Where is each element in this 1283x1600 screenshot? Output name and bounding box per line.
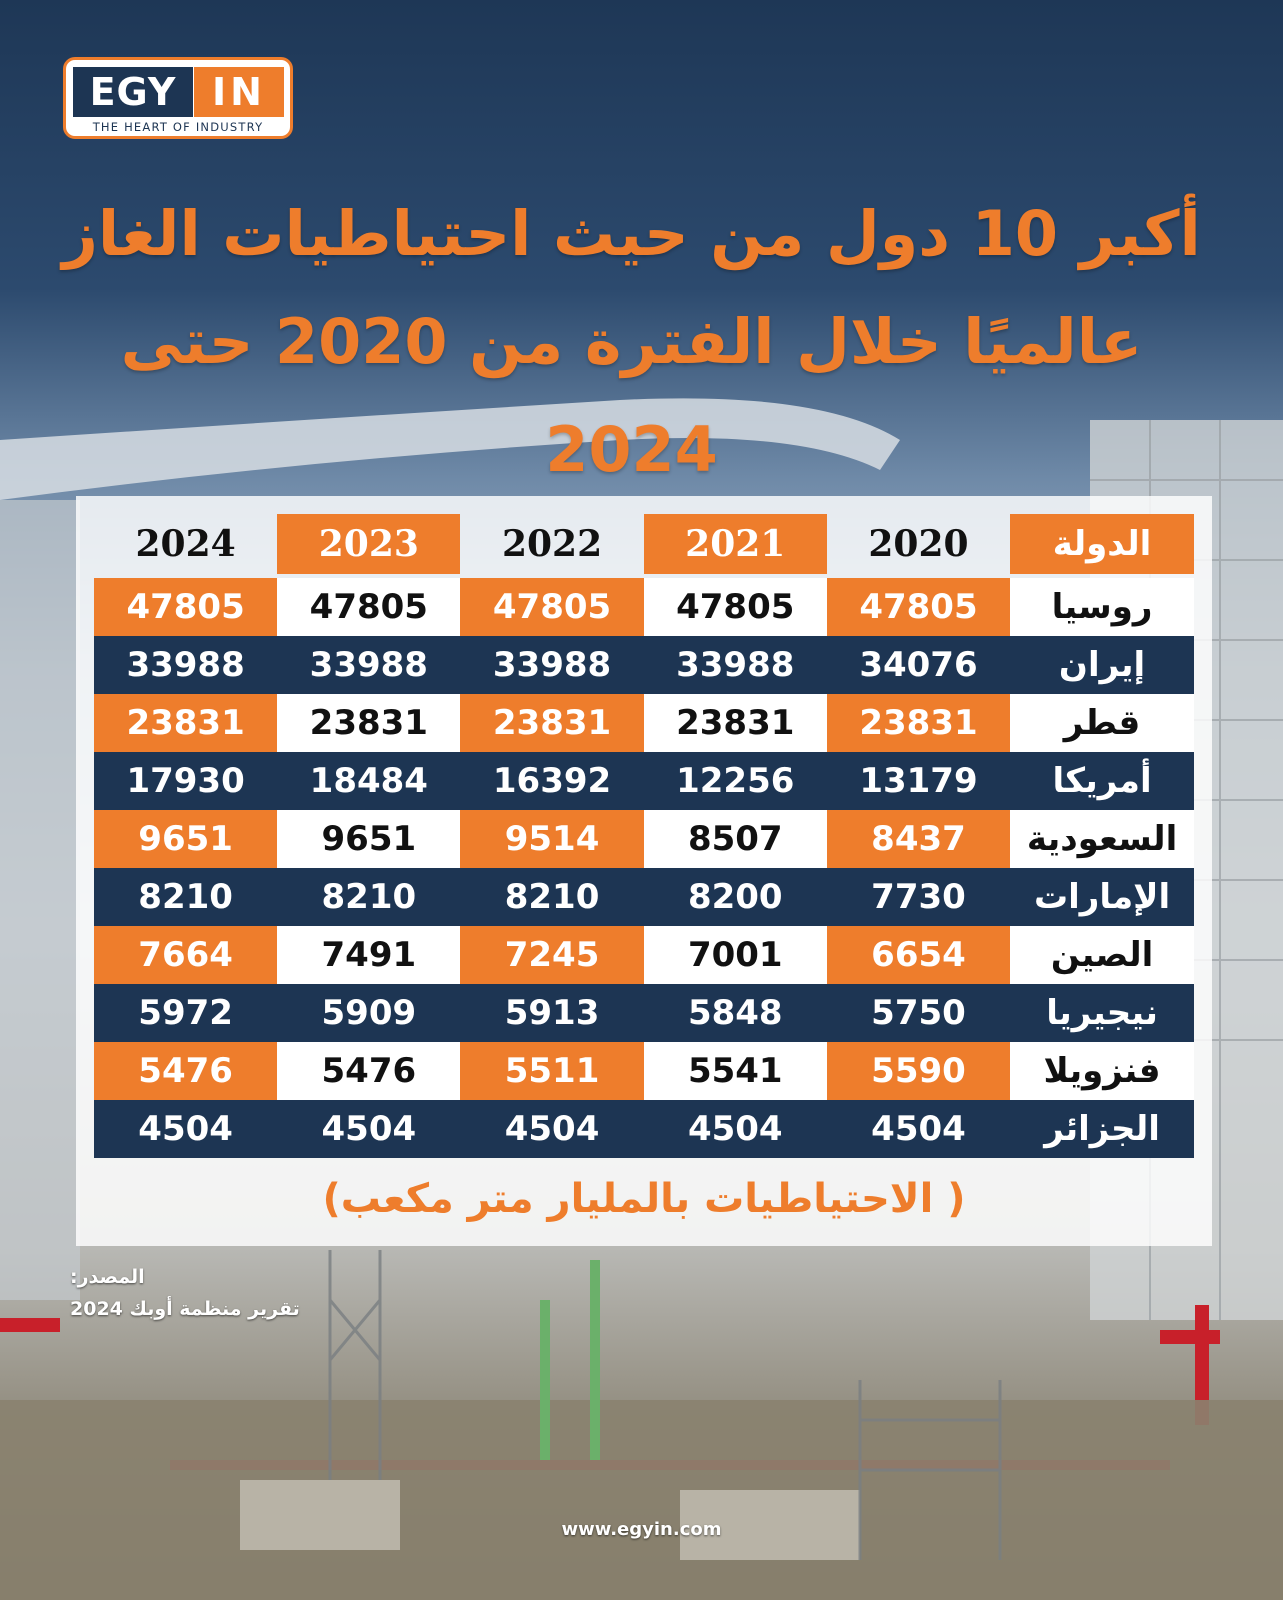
value-cell-2022: 23831 <box>460 694 644 752</box>
value-cell-2022: 16392 <box>492 761 612 801</box>
value-cell-2020: 5590 <box>826 1042 1011 1100</box>
logo-egy: EGY <box>73 67 193 117</box>
value-cell-2024: 23831 <box>93 694 278 752</box>
header-year-2023: 2023 <box>277 514 461 574</box>
value-cell-2021: 8507 <box>643 810 827 868</box>
country-name: الصين <box>1010 926 1194 984</box>
value-cell-2024: 9651 <box>93 810 278 868</box>
country-name: السعودية <box>1010 810 1194 868</box>
value-cell-2024: 7664 <box>93 926 278 984</box>
country-name: الإمارات <box>1033 877 1171 917</box>
value-cell-2023: 8210 <box>321 877 417 917</box>
header-year-2024: 2024 <box>135 523 236 565</box>
country-name: الجزائر <box>1044 1109 1160 1149</box>
website-url[interactable]: www.egyin.com <box>561 1519 722 1540</box>
source-label: المصدر: <box>70 1266 145 1288</box>
value-cell-2024: 47805 <box>93 578 278 636</box>
value-cell-2022: 5913 <box>504 993 600 1033</box>
table-row: الصين 6654 7001 7245 7491 7664 <box>93 926 1194 984</box>
value-cell-2024: 33988 <box>126 645 245 685</box>
table-row: إيران 34076 33988 33988 33988 33988 <box>94 636 1194 694</box>
value-cell-2024: 17930 <box>126 761 245 801</box>
value-cell-2021: 7001 <box>643 926 827 984</box>
value-cell-2024: 4504 <box>138 1109 233 1149</box>
table-row: قطر 23831 23831 23831 23831 23831 <box>93 694 1194 752</box>
table-row: الإمارات 7730 8200 8210 8210 8210 <box>94 868 1194 926</box>
value-cell-2023: 4504 <box>321 1109 417 1149</box>
value-cell-2023: 33988 <box>309 645 428 685</box>
logo-tagline: THE HEART OF INDUSTRY <box>92 120 264 134</box>
title-line-1: أكبر 10 دول من حيث احتياطيات الغاز <box>62 197 1201 270</box>
unit-note: ( الاحتياطيات بالمليار متر مكعب) <box>322 1176 966 1222</box>
value-cell-2022: 4504 <box>504 1109 600 1149</box>
value-cell-2022: 9514 <box>460 810 644 868</box>
value-cell-2020: 8437 <box>826 810 1011 868</box>
country-name: إيران <box>1058 645 1146 685</box>
value-cell-2022: 33988 <box>492 645 612 685</box>
country-name: روسيا <box>1010 578 1194 636</box>
source-note: المصدر: تقرير منظمة أوبك 2024 <box>70 1262 310 1326</box>
reserves-table-panel: الدولة 2020 2021 2022 2023 2024 روسيا 478… <box>76 496 1212 1246</box>
value-cell-2024: 5972 <box>138 993 233 1033</box>
value-cell-2022: 5511 <box>460 1042 644 1100</box>
value-cell-2020: 13179 <box>859 761 978 801</box>
value-cell-2020: 5750 <box>871 993 966 1033</box>
value-cell-2023: 47805 <box>277 578 461 636</box>
header-year-2020: 2020 <box>868 523 969 565</box>
table-row: السعودية 8437 8507 9514 9651 9651 <box>93 810 1194 868</box>
header-year-2021: 2021 <box>643 514 827 574</box>
value-cell-2021: 33988 <box>676 645 795 685</box>
value-cell-2021: 23831 <box>643 694 827 752</box>
page-title: أكبر 10 دول من حيث احتياطيات الغاز عالمي… <box>40 180 1223 504</box>
logo-in: IN <box>194 67 284 117</box>
value-cell-2020: 47805 <box>826 578 1011 636</box>
value-cell-2023: 5476 <box>277 1042 461 1100</box>
egyin-logo: EGY IN THE HEART OF INDUSTRY <box>63 57 293 139</box>
value-cell-2024: 8210 <box>138 877 233 917</box>
value-cell-2020: 23831 <box>826 694 1011 752</box>
table-row: نيجيريا 5750 5848 5913 5909 5972 <box>94 984 1194 1042</box>
table-row: روسيا 47805 47805 47805 47805 47805 <box>93 578 1194 636</box>
table-row: الجزائر 4504 4504 4504 4504 4504 <box>94 1100 1194 1158</box>
header-year-2022: 2022 <box>501 523 603 565</box>
source-value: تقرير منظمة أوبك 2024 <box>70 1298 300 1320</box>
value-cell-2021: 4504 <box>687 1109 783 1149</box>
value-cell-2021: 47805 <box>643 578 827 636</box>
value-cell-2023: 5909 <box>321 993 417 1033</box>
value-cell-2021: 12256 <box>676 761 795 801</box>
table-row: أمريكا 13179 12256 16392 18484 17930 <box>94 752 1194 810</box>
value-cell-2024: 5476 <box>93 1042 278 1100</box>
value-cell-2023: 18484 <box>309 761 428 801</box>
value-cell-2022: 47805 <box>460 578 644 636</box>
value-cell-2020: 7730 <box>871 877 966 917</box>
country-name: فنزويلا <box>1010 1042 1194 1100</box>
value-cell-2021: 8200 <box>687 877 783 917</box>
value-cell-2020: 34076 <box>859 645 978 685</box>
value-cell-2023: 23831 <box>277 694 461 752</box>
value-cell-2022: 7245 <box>460 926 644 984</box>
table-header-row: الدولة 2020 2021 2022 2023 2024 <box>94 514 1194 574</box>
value-cell-2020: 6654 <box>826 926 1011 984</box>
value-cell-2023: 9651 <box>277 810 461 868</box>
country-name: أمريكا <box>1052 761 1152 801</box>
table-row: فنزويلا 5590 5541 5511 5476 5476 <box>93 1042 1194 1100</box>
country-name: نيجيريا <box>1046 993 1158 1033</box>
value-cell-2022: 8210 <box>504 877 600 917</box>
country-name: قطر <box>1010 694 1194 752</box>
title-line-2: عالميًا خلال الفترة من 2020 حتى 2024 <box>120 305 1143 486</box>
value-cell-2020: 4504 <box>871 1109 966 1149</box>
value-cell-2023: 7491 <box>277 926 461 984</box>
value-cell-2021: 5848 <box>687 993 783 1033</box>
header-country: الدولة <box>1010 514 1194 574</box>
value-cell-2021: 5541 <box>643 1042 827 1100</box>
